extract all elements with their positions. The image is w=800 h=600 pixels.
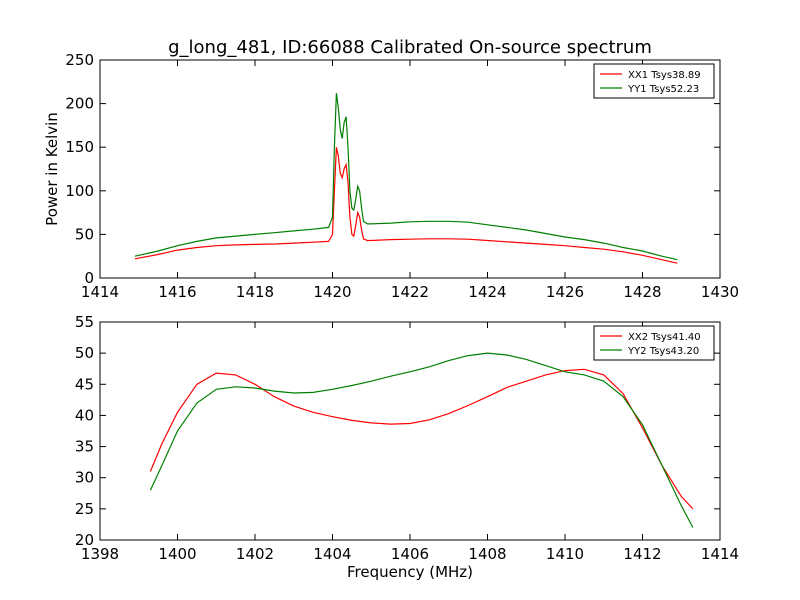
y-tick-label: 25	[75, 500, 94, 518]
series-line-2	[134, 93, 678, 261]
legend-label: XX1 Tsys38.89	[628, 70, 701, 81]
y-tick-label: 150	[65, 138, 94, 156]
y-tick-label: 30	[75, 469, 94, 487]
x-tick-label: 1414	[81, 283, 119, 301]
series-line-1	[134, 147, 678, 264]
x-tick-label: 1402	[236, 545, 274, 563]
x-tick-label: 1414	[701, 545, 739, 563]
x-tick-label: 1416	[158, 283, 196, 301]
y-axis-label: Power in Kelvin	[43, 112, 61, 226]
y-tick-label: 20	[75, 531, 94, 549]
legend-box	[593, 325, 715, 361]
legend: XX2 Tsys41.40 YY2 Tsys43.20	[593, 325, 715, 361]
x-tick-label: 1398	[81, 545, 119, 563]
series-line-2	[149, 352, 694, 528]
y-tick-label: 50	[75, 344, 94, 362]
x-axis-label: Frequency (MHz)	[347, 563, 473, 581]
x-tick-label: 1424	[468, 283, 506, 301]
y-tick-label: 200	[65, 95, 94, 113]
x-tick-label: 1408	[468, 545, 506, 563]
y-tick-label: 55	[75, 313, 94, 331]
chart-title: g_long_481, ID:66088 Calibrated On-sourc…	[168, 37, 652, 58]
y-tick-label: 0	[84, 269, 94, 287]
x-tick-label: 1426	[546, 283, 584, 301]
x-tick-label: 1420	[313, 283, 351, 301]
legend-box	[593, 63, 715, 99]
y-tick-label: 100	[65, 182, 94, 200]
y-tick-label: 40	[75, 406, 94, 424]
legend: XX1 Tsys38.89 YY1 Tsys52.23	[593, 63, 715, 99]
x-tick-label: 1400	[158, 545, 196, 563]
legend-label: YY2 Tsys43.20	[627, 346, 699, 357]
top-panel: 1414 1416 1418 1420 1422 1424 1426 1428 1430 0 50 1…	[43, 51, 739, 301]
x-tick-label: 1422	[391, 283, 429, 301]
x-tick-label: 1418	[236, 283, 274, 301]
legend-label: YY1 Tsys52.23	[627, 84, 699, 95]
x-tick-label: 1428	[623, 283, 661, 301]
bottom-panel: 1398 1400 1402 1404 1406 1408 1410 1412 1414 20 25…	[75, 313, 739, 581]
x-tick-label: 1412	[623, 545, 661, 563]
y-tick-label: 250	[65, 51, 94, 69]
legend-label: XX2 Tsys41.40	[628, 332, 701, 343]
x-tick-label: 1430	[701, 283, 739, 301]
x-tick-label: 1406	[391, 545, 429, 563]
x-tick-label: 1410	[546, 545, 584, 563]
x-tick-label: 1404	[313, 545, 351, 563]
y-tick-label: 45	[75, 375, 94, 393]
y-tick-label: 50	[75, 225, 94, 243]
y-tick-label: 35	[75, 438, 94, 456]
series-line-1	[149, 368, 694, 510]
